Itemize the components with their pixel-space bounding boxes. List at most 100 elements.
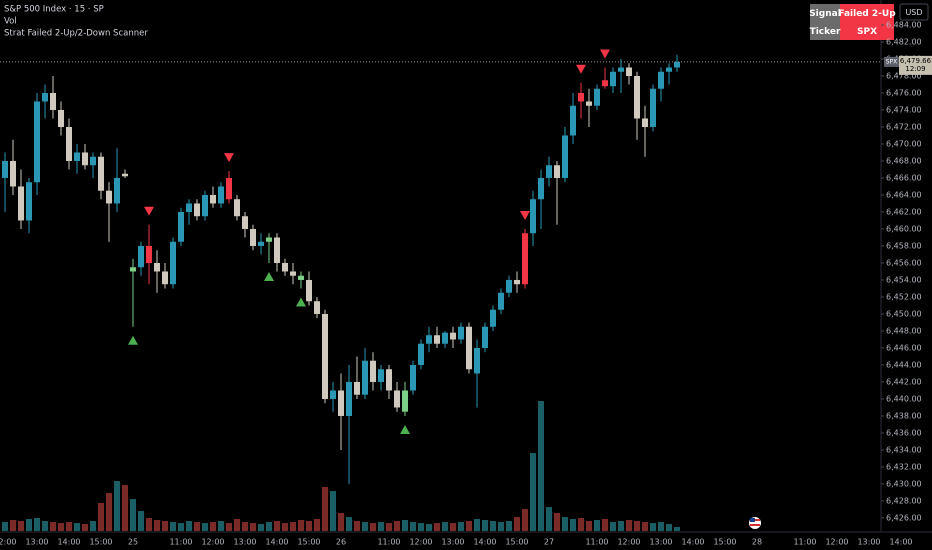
candle-body	[10, 160, 16, 187]
indicator-label[interactable]: Vol	[4, 17, 17, 27]
x-tick-label: 13:00	[857, 538, 880, 547]
candle-body	[194, 203, 200, 217]
x-tick-label: 15:00	[89, 538, 112, 547]
currency-button[interactable]	[899, 3, 929, 21]
candle-body	[490, 309, 496, 327]
x-tick-label: 12:00	[617, 538, 640, 547]
volume-bar	[258, 524, 264, 531]
volume-bar	[378, 522, 384, 531]
candle-body	[34, 101, 40, 183]
candle-body	[674, 61, 680, 68]
symbol-tag-text: SPX	[886, 58, 898, 65]
volume-bar	[26, 519, 32, 531]
candle-body	[154, 262, 160, 272]
volume-bar	[210, 522, 216, 531]
candle-body	[42, 92, 48, 102]
volume-bar	[634, 521, 640, 531]
volume-bar	[346, 517, 352, 531]
symbol-title[interactable]: S&P 500 Index · 15 · SP	[4, 5, 104, 15]
candle-body	[554, 165, 560, 178]
candle-body	[114, 177, 120, 204]
volume-bar	[322, 487, 328, 531]
volume-bar	[50, 522, 56, 531]
signal-table: Signal Failed 2-Up Ticker SPX	[809, 4, 896, 40]
volume-bar	[650, 523, 656, 531]
candle-body	[202, 194, 208, 217]
candle-body	[642, 118, 648, 127]
table-text: Failed 2-Up	[838, 9, 896, 19]
candle-body	[602, 80, 608, 87]
volume-bar	[178, 523, 184, 531]
x-tick-label: 13:00	[649, 538, 672, 547]
currency-label[interactable]: USD	[905, 8, 922, 17]
candle-body	[538, 177, 544, 200]
volume-bar	[122, 485, 128, 531]
volume-bar	[530, 453, 536, 531]
flag-stripe	[750, 524, 760, 526]
x-tick-label: 14:00	[681, 538, 704, 547]
failed-2-down-signal	[296, 297, 306, 307]
candle-body	[218, 186, 224, 204]
x-tick-label: 26	[336, 538, 346, 547]
volume-bar	[586, 521, 592, 531]
candle-body	[370, 360, 376, 382]
candle-body	[426, 335, 432, 344]
indicator-label[interactable]: Strat Failed 2-Up/2-Down Scanner	[4, 29, 148, 39]
volume-bar	[562, 517, 568, 531]
x-tick-label: 15:00	[297, 538, 320, 547]
candle-body	[354, 381, 360, 395]
countdown-text: 12:09	[905, 65, 925, 73]
volume-bar	[186, 521, 192, 531]
volume-bar	[658, 522, 664, 531]
volume-bar	[42, 521, 48, 531]
candle-body	[514, 279, 520, 285]
y-tick-label: 6,474.00	[886, 105, 922, 114]
volume-bar	[34, 518, 40, 531]
failed-2-up-signal	[600, 49, 610, 59]
volume-bar	[306, 521, 312, 531]
volume-bar	[10, 520, 16, 531]
candle-body	[250, 228, 256, 246]
candle-body	[130, 267, 136, 272]
y-tick-label: 6,466.00	[886, 173, 922, 182]
candle-body	[346, 381, 352, 416]
y-tick-label: 6,472.00	[886, 122, 922, 131]
table-cell	[810, 22, 840, 40]
y-tick-label: 6,468.00	[886, 156, 922, 165]
y-tick-label: 6,446.00	[886, 343, 922, 352]
candle-body	[82, 152, 88, 166]
candle-body	[570, 105, 576, 136]
y-tick-label: 6,444.00	[886, 360, 922, 369]
volume-bar	[90, 521, 96, 531]
volume-bar	[370, 523, 376, 531]
volume-bar	[74, 523, 80, 531]
x-tick-label: 15:00	[713, 538, 736, 547]
x-tick-label: 12:00	[0, 538, 17, 547]
candle-body	[178, 211, 184, 242]
y-tick-label: 6,436.00	[886, 428, 922, 437]
candle-body	[634, 75, 640, 119]
candle-body	[610, 71, 616, 87]
failed-2-down-signal	[264, 271, 274, 281]
candle-body	[274, 237, 280, 263]
y-tick-label: 6,460.00	[886, 224, 922, 233]
candle-body	[666, 67, 672, 72]
volume-bar	[434, 523, 440, 531]
volume-bar	[314, 519, 320, 531]
candle-body	[410, 364, 416, 391]
y-tick-label: 6,482.00	[886, 37, 922, 46]
table-text: SPX	[857, 27, 877, 37]
volume-bar	[154, 520, 160, 531]
volume-bar	[402, 520, 408, 531]
y-tick-label: 6,428.00	[886, 496, 922, 505]
volume-bar	[146, 518, 152, 531]
candle-body	[122, 173, 128, 177]
candle-body	[210, 194, 216, 204]
x-tick-label: 14:00	[57, 538, 80, 547]
volume-bar	[290, 522, 296, 531]
candle-body	[58, 109, 64, 127]
candle-body	[66, 126, 72, 161]
volume-bar	[474, 519, 480, 531]
volume-bar	[466, 521, 472, 531]
